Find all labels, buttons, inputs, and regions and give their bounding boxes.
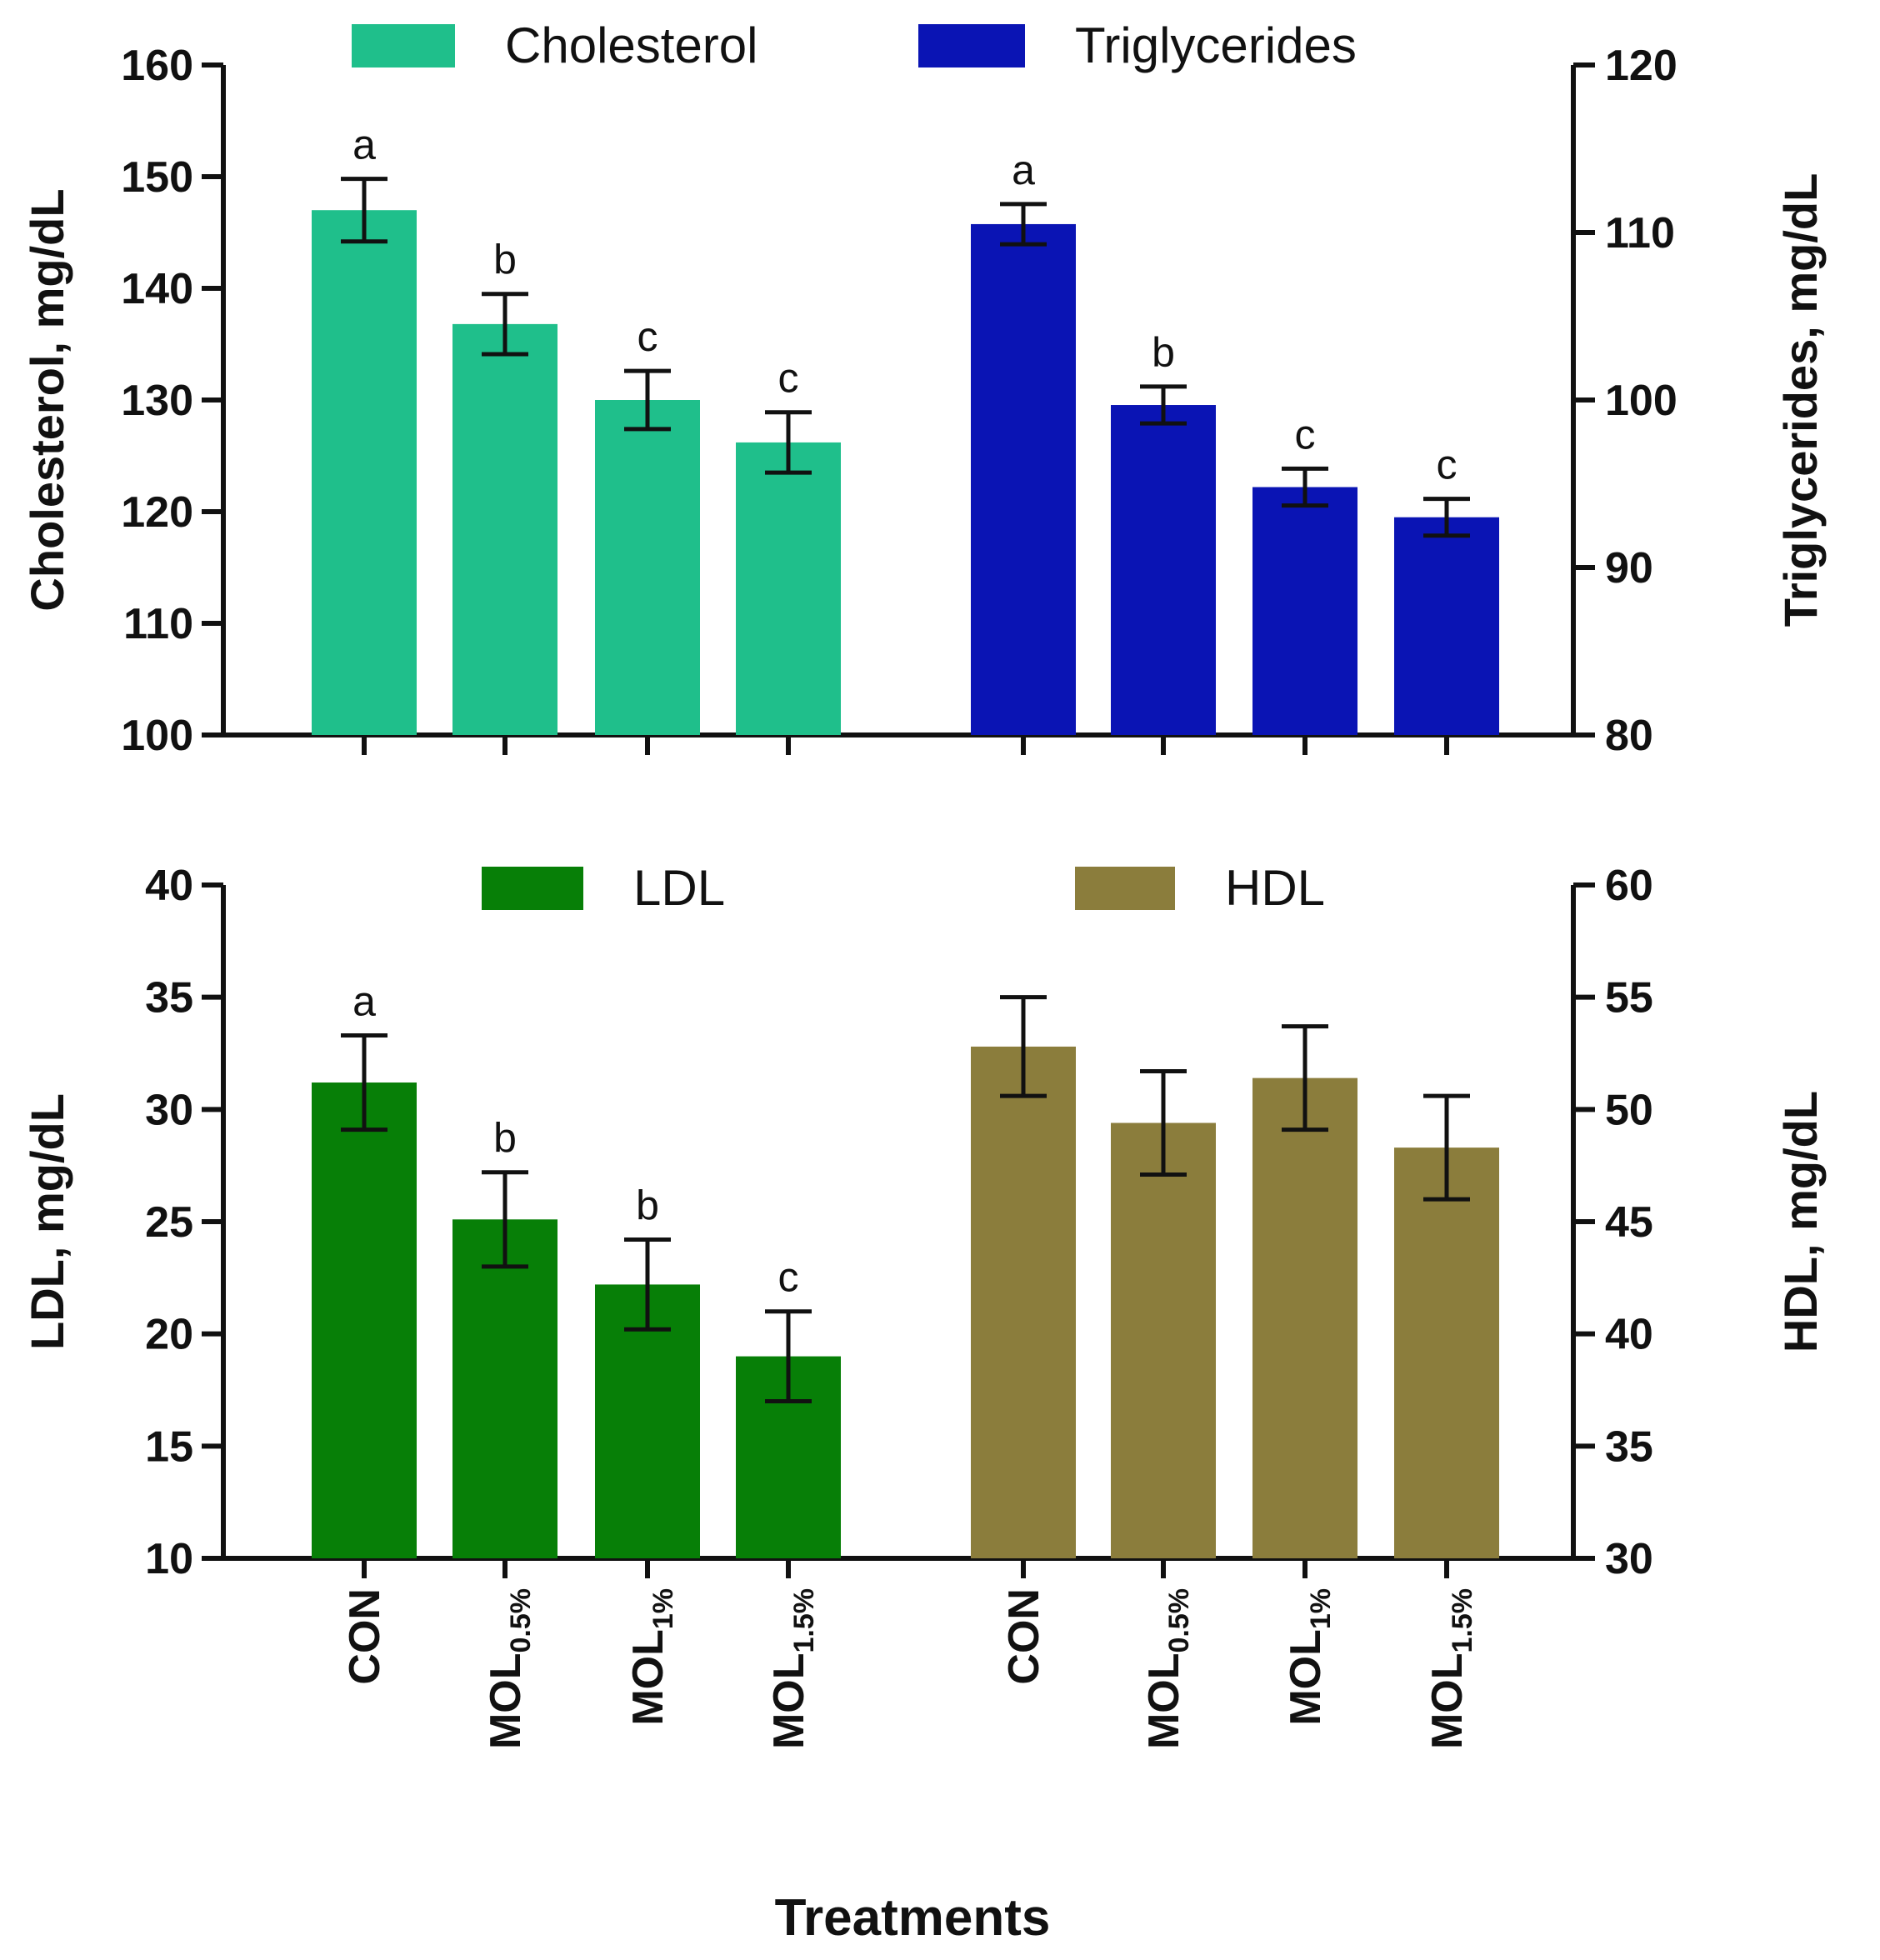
left-tick-label: 120 [121,488,193,537]
significance-letter: c [1437,442,1458,488]
legend-swatch-cholesterol [352,24,455,68]
significance-letter: b [493,1115,517,1162]
bar-hdl [1394,1148,1499,1558]
left-tick-label: 20 [145,1311,193,1359]
significance-letter: a [352,122,376,168]
bar-ldl [452,1219,558,1558]
legend-swatch-triglycerides [918,24,1025,68]
bar-cholesterol [312,210,417,735]
significance-letter: b [1152,329,1175,376]
left-tick-label: 10 [145,1535,193,1583]
left-axis-title: Cholesterol, mg/dL [21,188,73,611]
legend-swatch-hdl [1075,867,1175,910]
bar-triglycerides [1111,405,1216,735]
category-label: MOL1.5% [765,1588,820,1749]
legend-label-cholesterol: Cholesterol [505,18,758,73]
left-tick-label: 15 [145,1422,193,1471]
bar-triglycerides [1394,517,1499,735]
left-tick-label: 40 [145,862,193,910]
bar-cholesterol [736,442,841,735]
legend-label-hdl: HDL [1225,860,1325,916]
left-tick-label: 25 [145,1198,193,1247]
right-tick-label: 50 [1605,1086,1653,1134]
right-tick-label: 55 [1605,974,1653,1022]
left-tick-label: 35 [145,974,193,1022]
legend-label-triglycerides: Triglycerides [1075,18,1357,73]
category-label: CON [1000,1588,1048,1685]
left-tick-label: 160 [121,42,193,90]
right-tick-label: 90 [1605,544,1653,592]
category-label: MOL1.5% [1423,1588,1478,1749]
bar-hdl [1252,1078,1358,1558]
left-tick-label: 130 [121,377,193,425]
left-tick-label: 140 [121,265,193,313]
significance-letter: c [1295,411,1316,458]
significance-letter: c [778,355,799,402]
significance-letter: a [352,978,376,1024]
right-tick-label: 120 [1605,42,1678,90]
right-tick-label: 80 [1605,712,1653,760]
significance-letter: b [493,237,517,283]
bar-hdl [1111,1122,1216,1558]
bar-cholesterol [595,400,700,735]
right-tick-label: 60 [1605,862,1653,910]
left-tick-label: 30 [145,1086,193,1134]
left-tick-label: 100 [121,712,193,760]
right-axis-title: HDL, mg/dL [1774,1091,1827,1352]
right-tick-label: 35 [1605,1422,1653,1471]
right-tick-label: 45 [1605,1198,1653,1247]
category-label: MOL0.5% [482,1588,537,1749]
bar-triglycerides [971,223,1076,735]
x-axis-title: Treatments [775,1889,1051,1947]
right-tick-label: 30 [1605,1535,1653,1583]
top-panel-cholesterol-triglycerides: 100 110 120 130 140 150 160 80 90 100 110 120 Choles… [21,18,1827,760]
bar-triglycerides [1252,487,1358,735]
category-label: CON [341,1588,389,1685]
left-tick-label: 110 [123,600,193,648]
bar-cholesterol [452,323,558,735]
right-tick-label: 40 [1605,1311,1653,1359]
bottom-panel-ldl-hdl: 10 15 20 25 30 35 40 30 35 40 45 50 55 60 LDL, mg/dL HD… [21,860,1827,1749]
significance-letter: a [1012,147,1035,193]
category-label: MOL1% [1282,1588,1337,1726]
significance-letter: b [636,1182,659,1229]
significance-letter: c [778,1254,799,1301]
right-tick-label: 110 [1605,209,1675,258]
bar-hdl [971,1046,1076,1558]
legend-swatch-ldl [482,867,583,910]
right-tick-label: 100 [1605,377,1678,425]
bar-ldl [312,1082,417,1558]
category-label: MOL0.5% [1140,1588,1195,1749]
significance-letter: c [638,313,658,360]
right-axis-title: Triglycerides, mg/dL [1774,173,1827,628]
legend-label-ldl: LDL [633,860,725,916]
left-axis-title: LDL, mg/dL [21,1093,73,1350]
category-label: MOL1% [624,1588,679,1726]
left-tick-label: 150 [121,153,193,202]
